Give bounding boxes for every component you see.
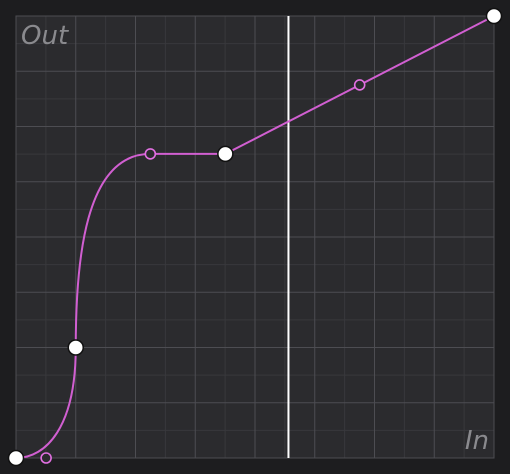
control-point[interactable] (217, 145, 234, 163)
curve-line[interactable] (15, 15, 495, 459)
in-axis-label: In (465, 426, 489, 456)
out-axis-label: Out (21, 21, 69, 51)
tangent-handles[interactable] (40, 79, 366, 464)
control-points[interactable] (7, 7, 503, 467)
control-point[interactable] (67, 339, 84, 356)
plot-border (15, 15, 495, 459)
control-point[interactable] (485, 7, 503, 25)
tangent-handle[interactable] (40, 452, 52, 464)
tangent-handle[interactable] (144, 148, 157, 160)
control-point[interactable] (7, 449, 25, 467)
tangent-handle[interactable] (353, 79, 366, 91)
grid-major-lines (16, 16, 494, 458)
